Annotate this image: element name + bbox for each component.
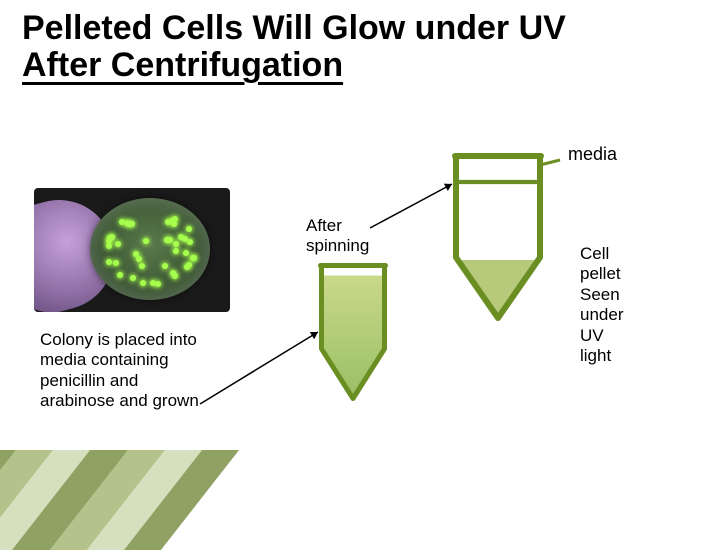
decorative-stripes	[0, 450, 239, 550]
petri-dish-photo	[34, 188, 230, 312]
tube-small	[318, 262, 388, 402]
agar-plate	[90, 198, 210, 300]
title-line-1: Pelleted Cells Will Glow under UV	[22, 9, 566, 47]
colony-dot	[162, 263, 168, 269]
colony-dot	[187, 239, 193, 245]
colony-dot	[140, 280, 146, 286]
colony-dot	[136, 256, 142, 262]
tube-large	[452, 152, 544, 322]
colony-dot	[165, 219, 171, 225]
colony-dot	[115, 241, 121, 247]
colony-dot	[113, 260, 119, 266]
colony-dot	[129, 221, 135, 227]
colony-dot	[183, 250, 189, 256]
leader-colony-line	[190, 322, 328, 414]
colony-dot	[186, 226, 192, 232]
media-label: media	[568, 144, 617, 165]
colony-dot	[190, 255, 196, 261]
slide-title: Pelleted Cells Will Glow under UV After …	[22, 10, 698, 85]
colony-dot	[106, 243, 112, 249]
colony-dot	[139, 263, 145, 269]
colony-dot	[109, 234, 115, 240]
colony-dot	[172, 273, 178, 279]
colony-dot	[173, 241, 179, 247]
colony-dot	[173, 248, 179, 254]
colony-dot	[184, 264, 190, 270]
colony-dot	[130, 275, 136, 281]
title-line-2: After Centrifugation	[22, 46, 343, 84]
leader-after-line	[360, 174, 462, 238]
colony-caption: Colony is placed intomedia containingpen…	[40, 330, 199, 412]
colony-dot	[164, 237, 170, 243]
colony-dot	[117, 272, 123, 278]
colony-dot	[106, 259, 112, 265]
colony-dot	[143, 238, 149, 244]
cell-pellet-label: CellpelletSeenunderUVlight	[580, 244, 623, 366]
